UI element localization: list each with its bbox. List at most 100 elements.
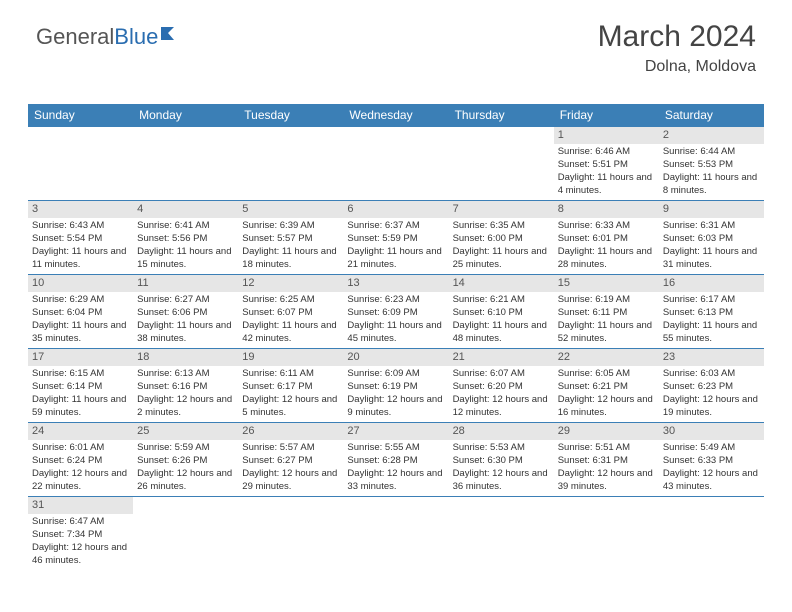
calendar-day-cell: 27Sunrise: 5:55 AMSunset: 6:28 PMDayligh… xyxy=(343,423,448,497)
calendar-day-cell: 6Sunrise: 6:37 AMSunset: 5:59 PMDaylight… xyxy=(343,201,448,275)
day-number: 21 xyxy=(449,349,554,366)
day-details: Sunrise: 6:23 AMSunset: 6:09 PMDaylight:… xyxy=(343,292,448,347)
day-details: Sunrise: 6:44 AMSunset: 5:53 PMDaylight:… xyxy=(659,144,764,199)
day-number: 5 xyxy=(238,201,343,218)
day-header: Friday xyxy=(554,104,659,127)
day-details: Sunrise: 5:49 AMSunset: 6:33 PMDaylight:… xyxy=(659,440,764,495)
day-header: Saturday xyxy=(659,104,764,127)
calendar-empty-cell xyxy=(343,497,448,571)
day-details: Sunrise: 5:59 AMSunset: 6:26 PMDaylight:… xyxy=(133,440,238,495)
calendar-day-cell: 18Sunrise: 6:13 AMSunset: 6:16 PMDayligh… xyxy=(133,349,238,423)
calendar-day-cell: 20Sunrise: 6:09 AMSunset: 6:19 PMDayligh… xyxy=(343,349,448,423)
day-number: 26 xyxy=(238,423,343,440)
calendar-day-cell: 1Sunrise: 6:46 AMSunset: 5:51 PMDaylight… xyxy=(554,127,659,201)
day-details: Sunrise: 6:46 AMSunset: 5:51 PMDaylight:… xyxy=(554,144,659,199)
calendar-week-row: 31Sunrise: 6:47 AMSunset: 7:34 PMDayligh… xyxy=(28,497,764,571)
calendar-day-cell: 19Sunrise: 6:11 AMSunset: 6:17 PMDayligh… xyxy=(238,349,343,423)
calendar-week-row: 3Sunrise: 6:43 AMSunset: 5:54 PMDaylight… xyxy=(28,201,764,275)
calendar-table: SundayMondayTuesdayWednesdayThursdayFrid… xyxy=(28,104,764,571)
calendar-day-cell: 4Sunrise: 6:41 AMSunset: 5:56 PMDaylight… xyxy=(133,201,238,275)
calendar-day-cell: 14Sunrise: 6:21 AMSunset: 6:10 PMDayligh… xyxy=(449,275,554,349)
calendar-day-cell: 29Sunrise: 5:51 AMSunset: 6:31 PMDayligh… xyxy=(554,423,659,497)
brand-part1: General xyxy=(36,24,114,50)
day-details: Sunrise: 6:35 AMSunset: 6:00 PMDaylight:… xyxy=(449,218,554,273)
brand-flag-icon xyxy=(160,26,180,42)
calendar-day-cell: 12Sunrise: 6:25 AMSunset: 6:07 PMDayligh… xyxy=(238,275,343,349)
day-details: Sunrise: 5:57 AMSunset: 6:27 PMDaylight:… xyxy=(238,440,343,495)
calendar-week-row: 10Sunrise: 6:29 AMSunset: 6:04 PMDayligh… xyxy=(28,275,764,349)
calendar-empty-cell xyxy=(343,127,448,201)
title-block: March 2024 Dolna, Moldova xyxy=(598,20,756,76)
day-number: 12 xyxy=(238,275,343,292)
calendar-day-cell: 2Sunrise: 6:44 AMSunset: 5:53 PMDaylight… xyxy=(659,127,764,201)
calendar-day-cell: 7Sunrise: 6:35 AMSunset: 6:00 PMDaylight… xyxy=(449,201,554,275)
calendar-day-cell: 30Sunrise: 5:49 AMSunset: 6:33 PMDayligh… xyxy=(659,423,764,497)
calendar-empty-cell xyxy=(238,127,343,201)
calendar-day-cell: 15Sunrise: 6:19 AMSunset: 6:11 PMDayligh… xyxy=(554,275,659,349)
calendar-day-cell: 11Sunrise: 6:27 AMSunset: 6:06 PMDayligh… xyxy=(133,275,238,349)
day-details: Sunrise: 6:11 AMSunset: 6:17 PMDaylight:… xyxy=(238,366,343,421)
day-number: 15 xyxy=(554,275,659,292)
calendar-day-cell: 17Sunrise: 6:15 AMSunset: 6:14 PMDayligh… xyxy=(28,349,133,423)
calendar-day-cell: 16Sunrise: 6:17 AMSunset: 6:13 PMDayligh… xyxy=(659,275,764,349)
calendar-empty-cell xyxy=(133,497,238,571)
day-details: Sunrise: 6:29 AMSunset: 6:04 PMDaylight:… xyxy=(28,292,133,347)
calendar-day-cell: 13Sunrise: 6:23 AMSunset: 6:09 PMDayligh… xyxy=(343,275,448,349)
day-number: 11 xyxy=(133,275,238,292)
day-number: 25 xyxy=(133,423,238,440)
day-number: 14 xyxy=(449,275,554,292)
day-details: Sunrise: 6:47 AMSunset: 7:34 PMDaylight:… xyxy=(28,514,133,569)
day-number: 3 xyxy=(28,201,133,218)
day-details: Sunrise: 6:25 AMSunset: 6:07 PMDaylight:… xyxy=(238,292,343,347)
calendar-day-cell: 3Sunrise: 6:43 AMSunset: 5:54 PMDaylight… xyxy=(28,201,133,275)
day-details: Sunrise: 6:37 AMSunset: 5:59 PMDaylight:… xyxy=(343,218,448,273)
calendar-day-cell: 23Sunrise: 6:03 AMSunset: 6:23 PMDayligh… xyxy=(659,349,764,423)
day-number: 19 xyxy=(238,349,343,366)
calendar-day-cell: 22Sunrise: 6:05 AMSunset: 6:21 PMDayligh… xyxy=(554,349,659,423)
day-details: Sunrise: 6:39 AMSunset: 5:57 PMDaylight:… xyxy=(238,218,343,273)
day-number: 20 xyxy=(343,349,448,366)
calendar-day-cell: 5Sunrise: 6:39 AMSunset: 5:57 PMDaylight… xyxy=(238,201,343,275)
day-number: 16 xyxy=(659,275,764,292)
brand-part2: Blue xyxy=(114,24,158,50)
calendar-day-cell: 31Sunrise: 6:47 AMSunset: 7:34 PMDayligh… xyxy=(28,497,133,571)
day-details: Sunrise: 6:27 AMSunset: 6:06 PMDaylight:… xyxy=(133,292,238,347)
day-header: Monday xyxy=(133,104,238,127)
day-number: 9 xyxy=(659,201,764,218)
calendar-empty-cell xyxy=(133,127,238,201)
day-details: Sunrise: 6:33 AMSunset: 6:01 PMDaylight:… xyxy=(554,218,659,273)
day-number: 30 xyxy=(659,423,764,440)
day-number: 23 xyxy=(659,349,764,366)
calendar-empty-cell xyxy=(238,497,343,571)
day-number: 10 xyxy=(28,275,133,292)
day-header: Thursday xyxy=(449,104,554,127)
day-number: 31 xyxy=(28,497,133,514)
calendar-empty-cell xyxy=(659,497,764,571)
day-number: 18 xyxy=(133,349,238,366)
calendar-header-row: SundayMondayTuesdayWednesdayThursdayFrid… xyxy=(28,104,764,127)
day-number: 1 xyxy=(554,127,659,144)
brand-logo: GeneralBlue xyxy=(36,24,180,50)
calendar-body: 1Sunrise: 6:46 AMSunset: 5:51 PMDaylight… xyxy=(28,127,764,571)
day-header: Tuesday xyxy=(238,104,343,127)
calendar-empty-cell xyxy=(28,127,133,201)
day-number: 22 xyxy=(554,349,659,366)
day-details: Sunrise: 6:43 AMSunset: 5:54 PMDaylight:… xyxy=(28,218,133,273)
day-header: Wednesday xyxy=(343,104,448,127)
calendar-day-cell: 24Sunrise: 6:01 AMSunset: 6:24 PMDayligh… xyxy=(28,423,133,497)
day-number: 28 xyxy=(449,423,554,440)
day-details: Sunrise: 6:05 AMSunset: 6:21 PMDaylight:… xyxy=(554,366,659,421)
day-number: 24 xyxy=(28,423,133,440)
day-details: Sunrise: 6:41 AMSunset: 5:56 PMDaylight:… xyxy=(133,218,238,273)
calendar-week-row: 17Sunrise: 6:15 AMSunset: 6:14 PMDayligh… xyxy=(28,349,764,423)
day-header: Sunday xyxy=(28,104,133,127)
day-details: Sunrise: 6:09 AMSunset: 6:19 PMDaylight:… xyxy=(343,366,448,421)
calendar-day-cell: 21Sunrise: 6:07 AMSunset: 6:20 PMDayligh… xyxy=(449,349,554,423)
day-number: 17 xyxy=(28,349,133,366)
day-number: 8 xyxy=(554,201,659,218)
calendar-day-cell: 26Sunrise: 5:57 AMSunset: 6:27 PMDayligh… xyxy=(238,423,343,497)
day-number: 29 xyxy=(554,423,659,440)
day-details: Sunrise: 6:31 AMSunset: 6:03 PMDaylight:… xyxy=(659,218,764,273)
calendar-week-row: 1Sunrise: 6:46 AMSunset: 5:51 PMDaylight… xyxy=(28,127,764,201)
day-number: 27 xyxy=(343,423,448,440)
